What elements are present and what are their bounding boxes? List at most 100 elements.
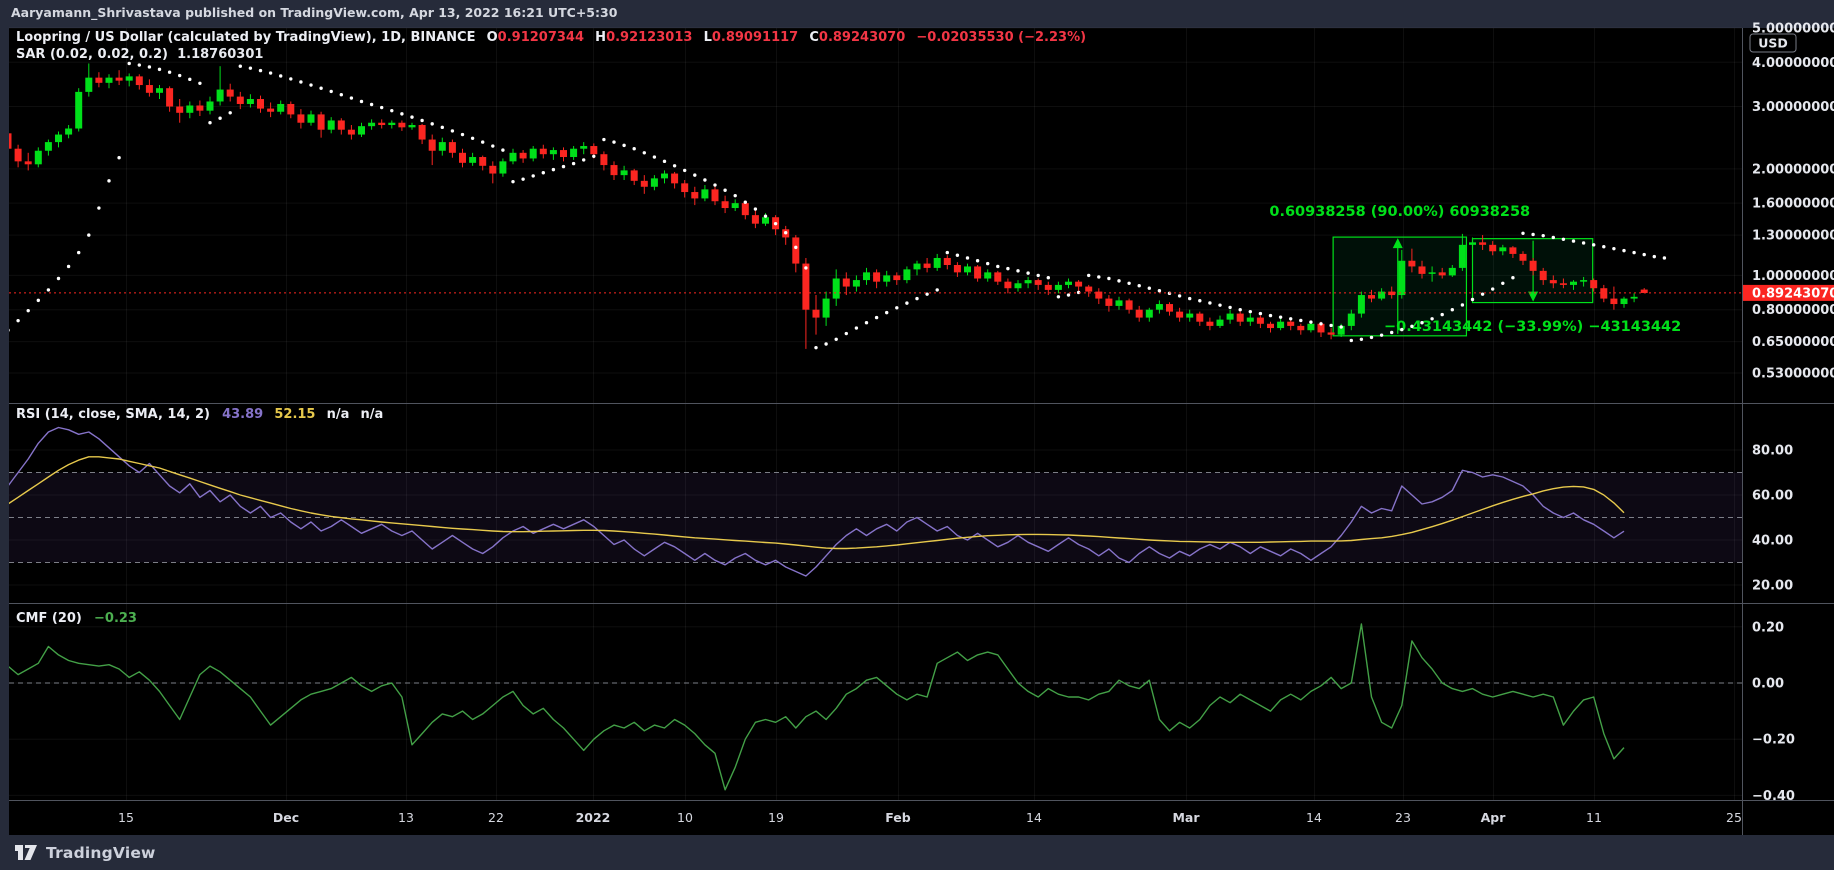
time-axis-area[interactable] <box>9 800 1742 835</box>
price-axis-label: 1.30000000 <box>1752 229 1834 244</box>
time-axis-label: 11 <box>1586 810 1602 825</box>
sar-dot <box>713 183 717 187</box>
candle-up <box>358 126 365 135</box>
candle-down <box>953 265 961 273</box>
sar-dot <box>622 143 626 148</box>
candle-down <box>145 85 153 93</box>
sar-dot <box>137 63 141 67</box>
candle-down <box>600 154 608 166</box>
sar-dot <box>632 147 636 151</box>
sar-dot <box>289 77 293 81</box>
candle-down <box>1509 247 1517 254</box>
candle-up <box>529 148 537 159</box>
time-axis-label: Dec <box>273 810 299 825</box>
sar-dot <box>1137 284 1141 288</box>
candle-down <box>1034 280 1042 285</box>
candle-up <box>1378 291 1386 299</box>
rsi-line <box>7 426 1625 577</box>
candle-down <box>792 237 800 264</box>
price-axis-label: 1.60000000 <box>1752 197 1834 212</box>
sar-dot <box>925 292 929 296</box>
sar-dot <box>430 122 434 126</box>
sar-dot <box>1450 308 1455 312</box>
footer-bar: TradingView <box>0 835 1834 870</box>
price-range-label: −0.43143442 (−33.99%) −43143442 <box>1384 319 1681 335</box>
sar-dot <box>440 125 444 130</box>
candle-up <box>44 142 52 151</box>
sar-dot <box>571 161 576 166</box>
price-axis-label: 0.65000000 <box>1752 335 1834 350</box>
candle-down <box>994 272 1002 282</box>
sar-dot <box>400 112 404 116</box>
sar-dot <box>66 264 71 269</box>
sar-dot <box>814 345 818 350</box>
time-axis-label: 23 <box>1395 810 1411 825</box>
tradingview-brand-text[interactable]: TradingView <box>46 843 156 862</box>
candle-down <box>1489 244 1497 252</box>
candle-up <box>580 146 588 149</box>
arrow-down-icon <box>1528 291 1539 302</box>
candle-up <box>701 189 709 199</box>
time-axis-label: Apr <box>1481 810 1507 825</box>
candle-up <box>1570 281 1577 285</box>
sar-dot <box>117 156 121 160</box>
sar-dot <box>753 207 758 211</box>
sar-dot <box>723 188 727 192</box>
price-range-label: 0.60938258 (90.00%) 60938258 <box>1269 204 1530 220</box>
sar-dot <box>965 256 970 260</box>
candle-down <box>1388 291 1396 296</box>
sar-dot <box>56 276 61 281</box>
candle-up <box>1620 298 1628 305</box>
candle-down <box>1135 309 1143 318</box>
candle-up <box>620 170 628 176</box>
sar-dot <box>1329 323 1333 328</box>
candle-up <box>852 280 860 287</box>
candle-up <box>984 272 992 279</box>
sar-dot <box>1592 243 1596 247</box>
candle-down <box>1529 260 1537 271</box>
sar-dot <box>1491 287 1495 291</box>
candle-up <box>650 178 658 187</box>
sar-dot <box>1470 297 1475 302</box>
time-axis-label: 14 <box>1306 810 1322 825</box>
sar-dot <box>339 92 343 97</box>
sar-dot <box>359 99 364 104</box>
chart-plot-area[interactable] <box>9 28 1742 800</box>
candle-down <box>812 309 820 318</box>
sar-dot <box>1339 325 1343 329</box>
sar-dot <box>208 121 212 125</box>
sar-dot <box>521 177 525 181</box>
sar-dot <box>1359 337 1364 341</box>
sar-dot <box>1309 320 1313 324</box>
candle-up <box>327 120 335 130</box>
sar-dot <box>1632 250 1636 255</box>
sar-dot <box>258 68 263 73</box>
candle-up <box>933 257 941 268</box>
candle-up <box>1155 304 1163 310</box>
sar-dot <box>1602 245 1606 249</box>
cmf-axis-label: −0.20 <box>1752 733 1795 748</box>
candle-down <box>1095 291 1103 299</box>
candle-down <box>640 180 648 187</box>
sar-dot <box>915 296 919 301</box>
currency-badge[interactable] <box>1749 33 1797 53</box>
price-axis-area[interactable] <box>1742 28 1834 800</box>
candle-down <box>347 129 355 135</box>
candle-up <box>1458 244 1466 268</box>
sar-dot <box>1501 281 1505 285</box>
candle-down <box>741 203 749 216</box>
time-axis-label: 19 <box>768 810 784 825</box>
sar-dot <box>349 96 354 100</box>
candle-up <box>549 150 557 155</box>
candle-down <box>297 114 305 123</box>
candle-up <box>186 105 194 113</box>
tradingview-logo-icon[interactable] <box>14 844 38 861</box>
candle-up <box>1398 260 1406 296</box>
candle-down <box>317 114 325 130</box>
candle-up <box>438 142 446 151</box>
candle-down <box>459 152 466 163</box>
candle-down <box>176 106 184 113</box>
candle-down <box>398 122 406 128</box>
